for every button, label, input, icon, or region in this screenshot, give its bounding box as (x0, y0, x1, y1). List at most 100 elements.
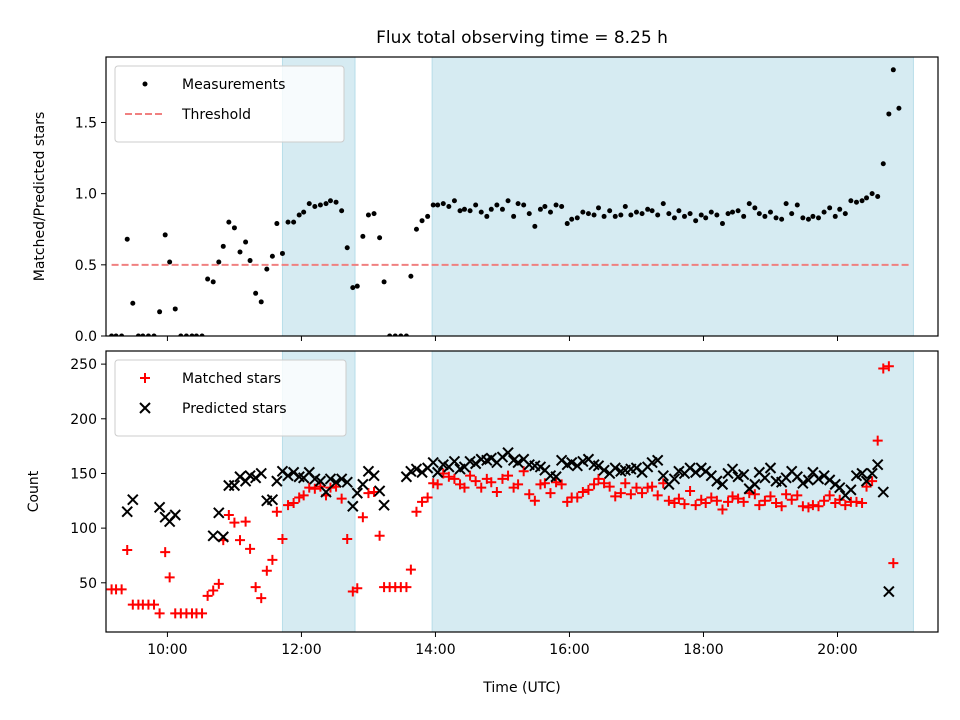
data-point-predicted-stars-123 (845, 484, 857, 496)
legend-marker (139, 402, 151, 414)
data-point-measurements-126 (779, 216, 785, 222)
data-point-matched-stars-122 (754, 500, 765, 511)
data-point-matched-stars-79 (524, 489, 535, 500)
data-point-matched-stars-121 (749, 489, 760, 500)
data-point-predicted-stars-77 (598, 464, 610, 476)
data-point-measurements-45 (344, 245, 350, 251)
data-point-measurements-145 (880, 161, 886, 167)
data-point-measurements-50 (371, 211, 377, 217)
data-point-matched-stars-105 (663, 495, 674, 506)
data-point-measurements-33 (279, 250, 285, 256)
data-point-measurements-47 (354, 283, 360, 289)
data-point-matched-stars-36 (294, 492, 305, 503)
data-point-measurements-24 (231, 225, 237, 231)
data-point-matched-stars-45 (342, 534, 353, 545)
data-point-matched-stars-38 (304, 482, 315, 493)
data-point-predicted-stars-42 (410, 463, 423, 475)
data-point-matched-stars-103 (652, 490, 663, 501)
data-point-predicted-stars-115 (802, 474, 815, 486)
data-point-measurements-113 (708, 209, 714, 215)
data-point-matched-stars-134 (819, 495, 830, 506)
legend-label: Threshold (181, 107, 251, 123)
data-point-matched-stars-10 (154, 608, 165, 619)
legend: Measurements Threshold (114, 65, 345, 143)
data-point-measurements-98 (628, 212, 634, 218)
data-point-measurements-40 (317, 202, 323, 208)
data-point-matched-stars-138 (840, 500, 851, 511)
data-point-measurements-30 (264, 266, 270, 272)
data-point-measurements-127 (783, 201, 789, 207)
y-tick-label: 1.0 (75, 187, 97, 203)
data-point-measurements-54 (392, 333, 398, 336)
data-point-matched-stars-129 (792, 490, 803, 501)
data-point-predicted-stars-16 (255, 467, 267, 480)
data-point-measurements-11 (162, 232, 168, 238)
data-point-measurements-88 (574, 215, 580, 221)
data-point-matched-stars-91 (589, 479, 600, 490)
data-point-predicted-stars-117 (812, 473, 825, 485)
data-point-predicted-stars-2 (127, 493, 139, 506)
data-point-predicted-stars-68 (550, 471, 562, 483)
data-point-measurements-109 (687, 211, 693, 217)
data-point-matched-stars-133 (813, 501, 824, 512)
data-point-measurements-14 (178, 333, 184, 336)
data-point-matched-stars-89 (577, 487, 588, 498)
data-point-measurements-147 (890, 67, 896, 73)
data-point-measurements-76 (511, 213, 517, 219)
data-point-matched-stars-135 (824, 490, 835, 501)
data-point-matched-stars-93 (599, 478, 610, 489)
data-point-measurements-70 (478, 209, 484, 215)
data-point-measurements-123 (762, 213, 768, 219)
data-point-measurements-44 (339, 208, 345, 214)
data-point-predicted-stars-33 (347, 500, 359, 512)
data-point-predicted-stars-59 (502, 446, 514, 459)
data-point-matched-stars-130 (797, 501, 808, 512)
data-point-measurements-60 (425, 213, 431, 219)
data-point-measurements-130 (800, 215, 806, 221)
data-point-matched-stars-112 (700, 497, 711, 508)
data-point-measurements-99 (633, 209, 639, 215)
data-point-matched-stars-107 (673, 493, 684, 504)
data-point-matched-stars-86 (562, 496, 573, 507)
data-point-matched-stars-95 (610, 491, 621, 502)
data-point-matched-stars-69 (470, 476, 481, 487)
legend-label: Measurements (182, 77, 285, 93)
data-point-matched-stars-117 (727, 491, 738, 502)
data-point-measurements-122 (756, 211, 762, 217)
data-point-measurements-84 (553, 202, 559, 208)
data-point-measurements-124 (767, 209, 773, 215)
data-point-matched-stars-98 (625, 489, 636, 500)
x-axis-label: Time (UTC) (482, 680, 560, 696)
data-point-matched-stars-101 (642, 482, 653, 493)
data-point-matched-stars-119 (738, 496, 749, 507)
data-point-matched-stars-49 (363, 488, 374, 499)
data-point-predicted-stars-34 (351, 487, 363, 499)
data-point-measurements-29 (258, 299, 264, 305)
data-point-predicted-stars-7 (207, 530, 219, 542)
data-point-measurements-64 (446, 203, 452, 209)
y-tick-label: 50 (79, 576, 97, 592)
data-point-predicted-stars-35 (357, 478, 369, 491)
legend-item-predicted-stars: Predicted stars (139, 401, 287, 417)
data-point-predicted-stars-125 (856, 467, 868, 480)
legend-label: Matched stars (182, 371, 281, 387)
data-point-matched-stars-48 (357, 512, 368, 523)
y-tick-label: 150 (70, 466, 97, 482)
series-predicted-stars (121, 446, 895, 598)
legend-box (114, 65, 345, 143)
data-point-matched-stars-102 (647, 481, 658, 492)
data-point-measurements-111 (698, 212, 704, 218)
data-point-matched-stars-21 (213, 578, 224, 589)
data-point-matched-stars-31 (267, 554, 278, 565)
data-point-matched-stars-78 (518, 466, 529, 477)
data-point-predicted-stars-79 (609, 462, 621, 474)
y-tick-label: 0.0 (75, 329, 97, 345)
data-point-predicted-stars-6 (169, 509, 181, 521)
data-point-measurements-15 (183, 333, 189, 336)
data-point-matched-stars-64 (443, 471, 454, 482)
data-point-matched-stars-56 (401, 582, 412, 593)
data-point-matched-stars-68 (465, 470, 476, 481)
panel-bottom: 10:00 12:00 14:00 16:00 18:00 20:00 50 100 150 20… (26, 350, 939, 658)
data-point-matched-stars-12 (164, 572, 175, 583)
